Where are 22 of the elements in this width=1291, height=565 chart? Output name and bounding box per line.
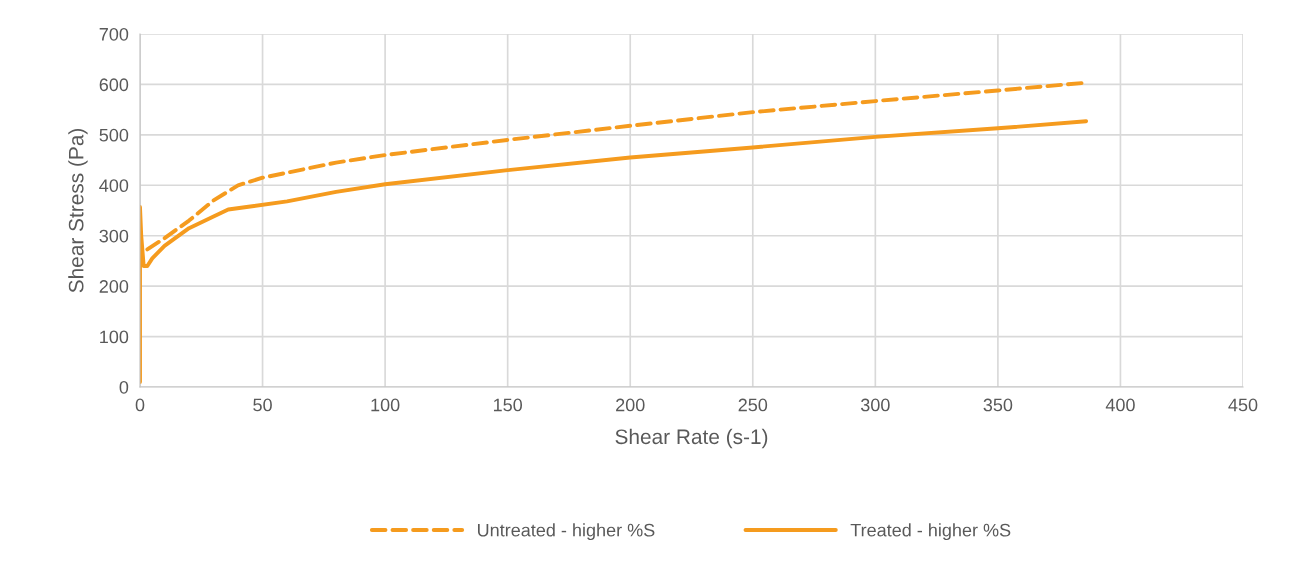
legend-label: Untreated - higher %S xyxy=(478,523,655,541)
y-tick-label: 500 xyxy=(99,128,129,142)
x-tick-label: 350 xyxy=(983,398,1013,412)
y-tick-label: 100 xyxy=(100,330,129,344)
legend-label: Treated - higher %S xyxy=(850,523,1011,541)
y-axis-title: Shear Stress (Pa) xyxy=(68,129,88,293)
y-tick-label: 600 xyxy=(99,78,129,92)
x-tick-label: 450 xyxy=(1228,398,1258,412)
y-tick-label: 300 xyxy=(99,229,129,243)
x-tick-label: 100 xyxy=(371,398,400,412)
y-tick-label: 700 xyxy=(99,27,129,41)
x-tick-label: 150 xyxy=(493,398,523,412)
y-tick-label: 0 xyxy=(119,380,129,394)
x-tick-label: 250 xyxy=(738,398,768,412)
y-tick-label: 400 xyxy=(99,179,129,193)
x-tick-label: 50 xyxy=(253,398,272,412)
x-tick-label: 0 xyxy=(135,398,145,412)
x-tick-label: 200 xyxy=(616,398,645,412)
x-tick-label: 300 xyxy=(860,398,890,412)
x-axis-title: Shear Rate (s-1) xyxy=(615,428,768,449)
y-tick-label: 200 xyxy=(99,280,129,293)
x-tick-label: 400 xyxy=(1105,398,1135,412)
